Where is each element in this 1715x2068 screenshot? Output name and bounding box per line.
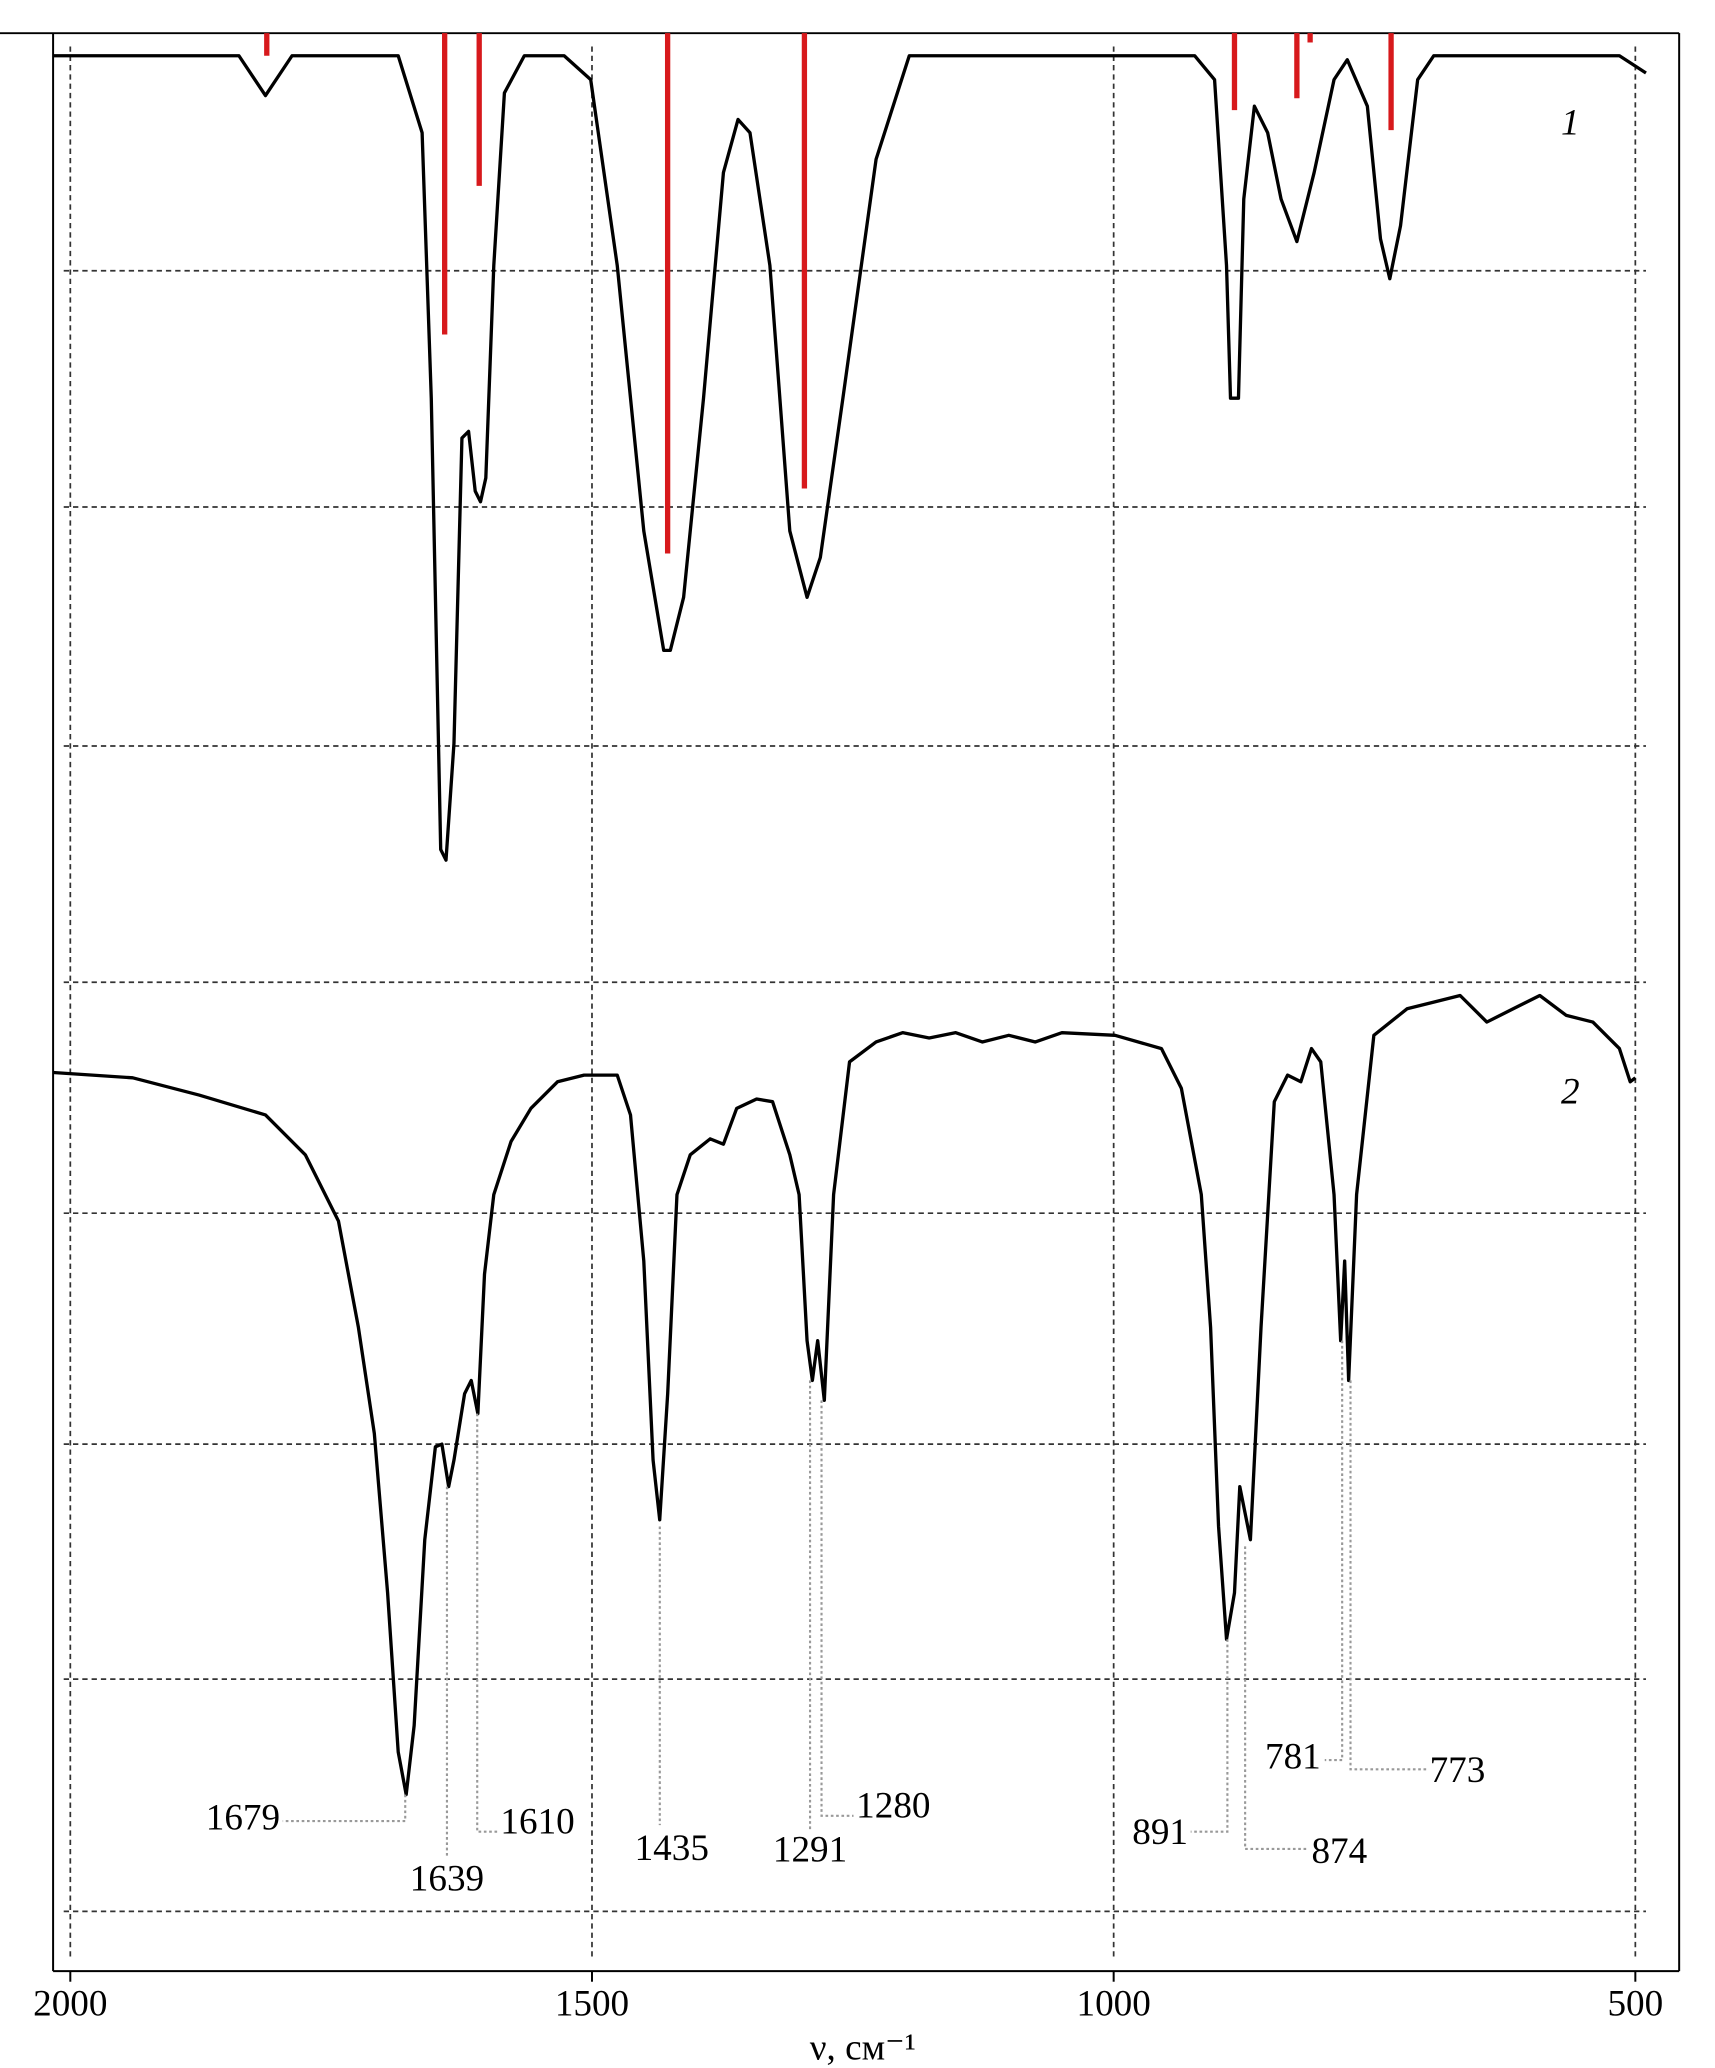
x-axis-label: ν, см⁻¹: [810, 2027, 916, 2068]
peak-label: 1280: [856, 1786, 930, 1827]
peak-leader: [1190, 1639, 1229, 1833]
peak-label: 1679: [206, 1798, 280, 1839]
peak-label: 1610: [500, 1802, 574, 1843]
peak-label: 773: [1430, 1750, 1486, 1791]
peak-leader: [476, 1413, 498, 1833]
x-tick-label: 1500: [555, 1983, 629, 2024]
x-tick-label: 500: [1607, 1983, 1663, 2024]
curve-label: 2: [1561, 1072, 1580, 1113]
curve-label: 1: [1561, 103, 1580, 144]
peak-label: 874: [1311, 1831, 1367, 1872]
x-tick-label: 1000: [1077, 1983, 1151, 2024]
peak-leader: [1349, 1380, 1427, 1771]
peak-label: 781: [1265, 1737, 1321, 1778]
peak-label: 1435: [635, 1828, 709, 1869]
peak-leader: [282, 1794, 407, 1823]
peak-label: 1639: [410, 1859, 484, 1900]
peak-label: 1291: [773, 1830, 847, 1871]
peak-leader: [1324, 1340, 1344, 1762]
peak-label: 891: [1132, 1812, 1188, 1853]
peak-leader: [820, 1400, 854, 1817]
spectrum-line: [52, 993, 1637, 1797]
peak-leader: [1244, 1546, 1308, 1851]
spectrum-line: [53, 54, 1647, 862]
x-tick-label: 2000: [33, 1983, 107, 2024]
